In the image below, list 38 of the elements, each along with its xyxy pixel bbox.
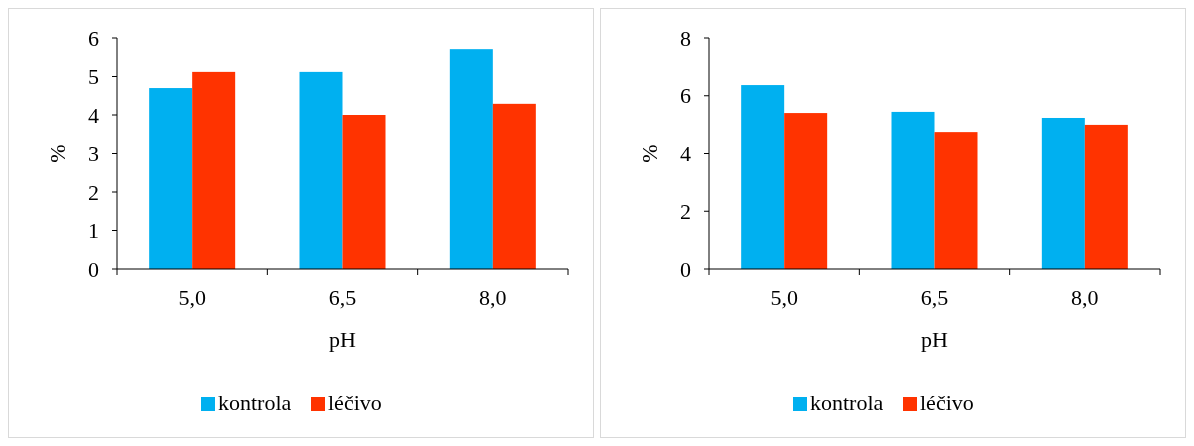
y-axis-title: %	[637, 144, 662, 163]
y-tick-label: 2	[88, 179, 99, 205]
x-tick-label: 6,5	[328, 285, 357, 310]
bar	[149, 88, 193, 269]
bar	[299, 71, 343, 269]
y-axis-title: %	[45, 144, 70, 163]
legend-label: léčivo	[328, 390, 382, 415]
y-tick-label: 3	[88, 141, 99, 167]
x-tick-label: 5,0	[770, 285, 798, 310]
x-axis-title: pH	[921, 327, 949, 352]
x-tick-label: 8,0	[479, 285, 507, 310]
bar	[192, 71, 236, 269]
legend-label: kontrola	[810, 390, 884, 415]
bar	[1041, 117, 1085, 269]
x-tick-label: 5,0	[178, 285, 206, 310]
legend-label: léčivo	[920, 390, 974, 415]
y-tick-label: 0	[88, 256, 99, 282]
bar	[741, 85, 785, 269]
y-tick-label: 6	[88, 25, 99, 51]
y-tick-label: 5	[88, 64, 99, 90]
y-tick-label: 6	[680, 83, 691, 109]
bar	[891, 111, 935, 269]
bar	[449, 49, 493, 269]
x-axis-title: pH	[329, 327, 357, 352]
legend-label: kontrola	[218, 390, 292, 415]
y-tick-label: 2	[680, 198, 691, 224]
y-tick-label: 1	[88, 218, 99, 244]
bar	[492, 103, 536, 269]
bar	[1084, 124, 1128, 269]
y-tick-label: 4	[88, 102, 99, 128]
y-tick-label: 8	[680, 25, 691, 51]
y-tick-label: 0	[680, 256, 691, 282]
bar	[934, 132, 978, 269]
y-tick-label: 4	[680, 141, 691, 167]
x-tick-label: 8,0	[1071, 285, 1099, 310]
bar	[784, 113, 828, 269]
x-tick-label: 6,5	[920, 285, 949, 310]
bar	[342, 115, 386, 269]
